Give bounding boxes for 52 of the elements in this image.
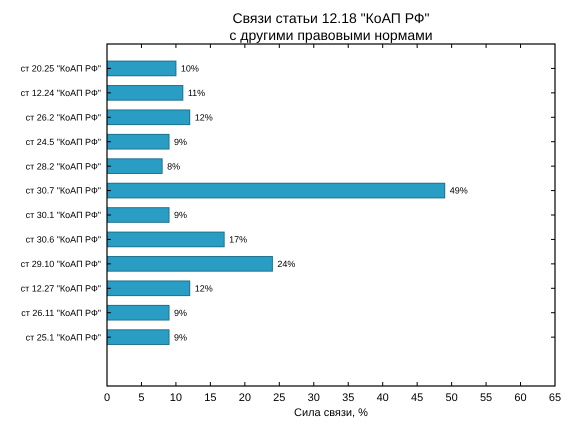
bar (106, 158, 163, 174)
y-tick-label: ст 25.1 "КоАП РФ" (26, 332, 101, 342)
bar (106, 232, 225, 248)
bar (106, 256, 273, 272)
y-tick-label: ст 12.27 "КоАП РФ" (20, 283, 101, 294)
data-label: 10% (180, 64, 199, 74)
data-label: 24% (277, 259, 296, 270)
chart-title: Связи статьи 12.18 "КоАП РФ" с другими правовыми нормами (229, 10, 433, 43)
data-label: 49% (450, 186, 468, 196)
bar (106, 182, 446, 198)
x-tick-label: 30 (308, 392, 320, 404)
bar (106, 280, 190, 296)
data-label: 11% (188, 88, 206, 98)
y-tick-label: ст 30.6 "КоАП РФ" (26, 234, 101, 245)
data-label: 9% (174, 136, 188, 147)
bar (106, 85, 184, 101)
data-label: 12% (194, 112, 213, 122)
data-label: 17% (229, 234, 248, 245)
x-tick-label: 55 (480, 392, 492, 404)
x-tick-label: 45 (411, 392, 424, 404)
data-label: 9% (174, 308, 188, 318)
bar (106, 329, 170, 345)
y-tick-label: ст 20.25 "КоАП РФ" (20, 64, 101, 74)
x-tick-label: 0 (104, 392, 110, 404)
y-tick-label: ст 12.24 "КоАП РФ" (20, 88, 101, 98)
y-tick-label: ст 26.11 "КоАП РФ" (21, 308, 101, 318)
y-tick-label: ст 30.1 "КоАП РФ" (26, 210, 101, 220)
bar (106, 207, 170, 223)
x-tick-label: 65 (548, 392, 562, 404)
y-tick-label: ст 28.2 "КоАП РФ" (26, 161, 101, 172)
x-tick-label: 35 (342, 392, 354, 404)
x-tick-label: 5 (138, 392, 145, 404)
y-tick-label: ст 24.5 "КоАП РФ" (26, 136, 101, 147)
data-label: 12% (194, 283, 213, 294)
x-tick-label: 20 (238, 392, 251, 404)
x-tick-label: 15 (204, 392, 217, 404)
x-axis-title: Сила связи, % (294, 407, 368, 419)
data-label: 9% (174, 210, 188, 220)
data-label: 9% (174, 332, 188, 342)
x-tick-label: 50 (445, 392, 458, 404)
x-tick-label: 10 (170, 392, 182, 404)
bar (106, 60, 176, 76)
x-tick-label: 60 (514, 392, 527, 404)
y-tick-label: ст 29.10 "КоАП РФ" (20, 259, 101, 270)
bar (106, 109, 190, 126)
y-tick-label: ст 26.2 "КоАП РФ" (26, 112, 101, 122)
bar (106, 134, 170, 150)
x-tick-label: 25 (273, 392, 286, 404)
bar (106, 304, 170, 321)
x-tick-label: 40 (376, 392, 389, 404)
y-tick-label: ст 30.7 "КоАП РФ" (26, 186, 101, 196)
data-label: 8% (167, 161, 180, 172)
